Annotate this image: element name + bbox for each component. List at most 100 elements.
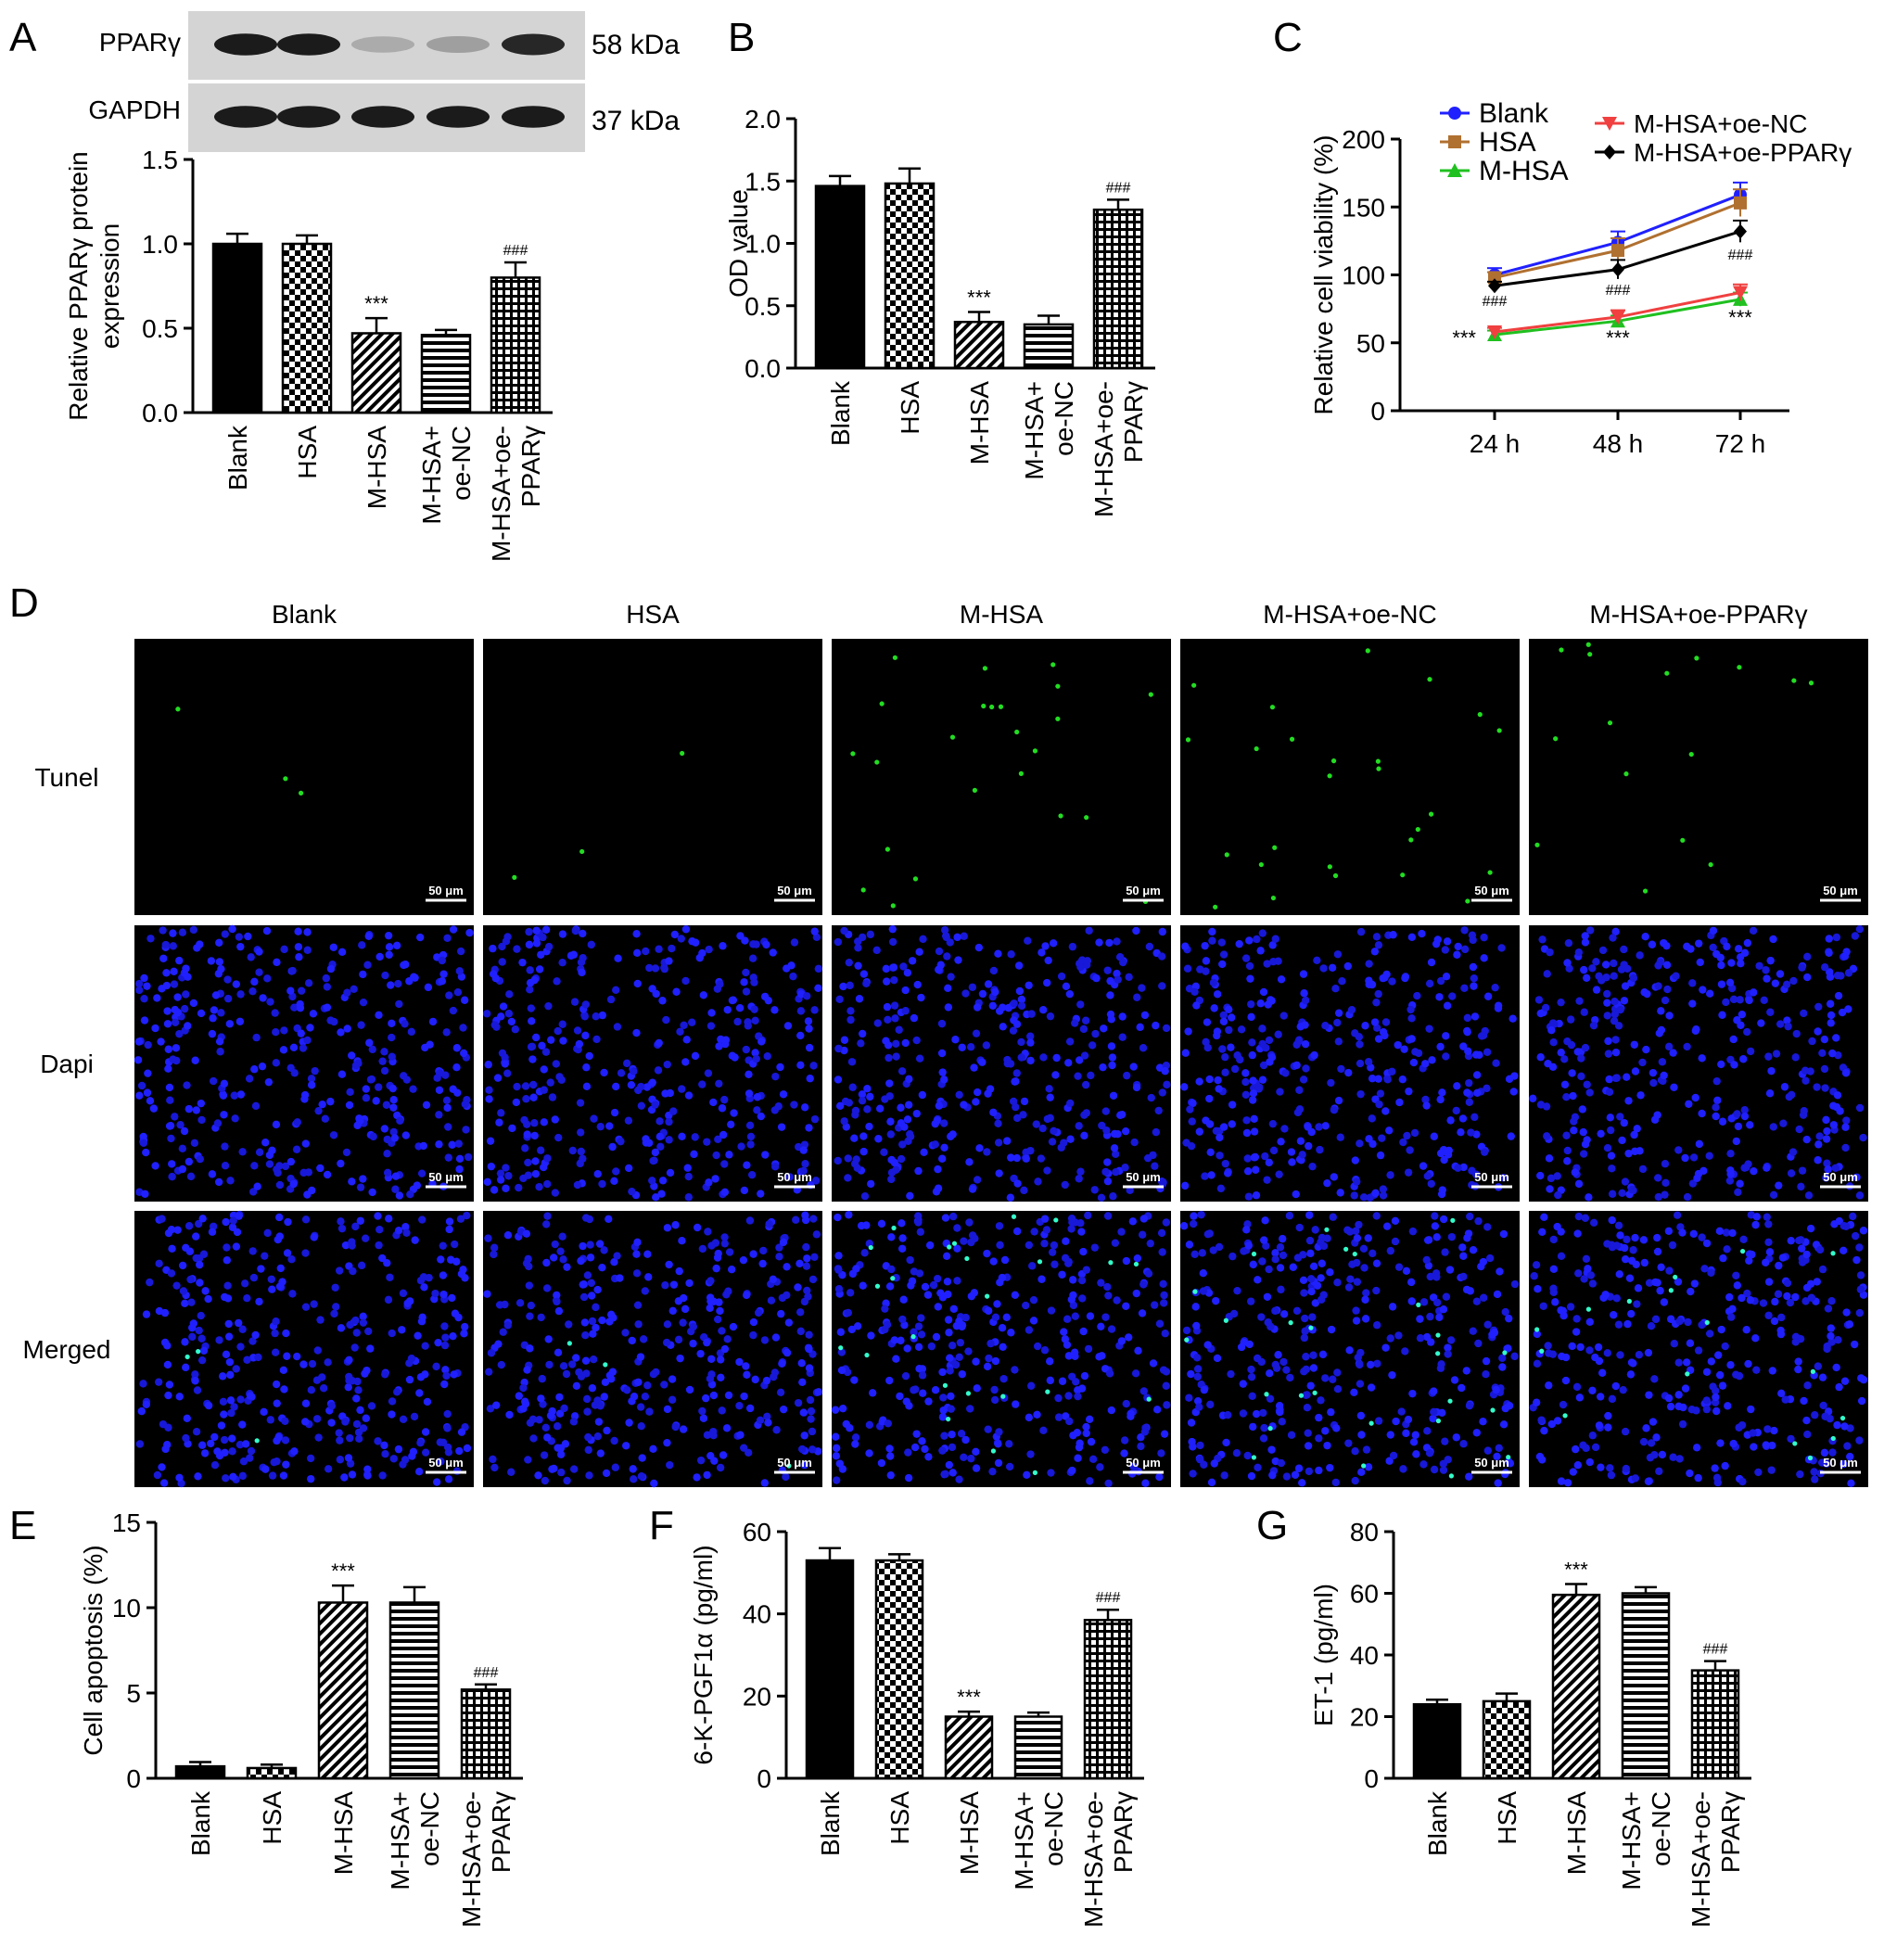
dapi-nucleus	[800, 1432, 808, 1440]
dapi-nucleus	[1088, 1455, 1098, 1464]
dapi-nucleus	[1508, 1014, 1517, 1023]
dapi-nucleus	[722, 1424, 732, 1432]
dapi-nucleus	[1097, 1193, 1106, 1203]
dapi-nucleus	[1102, 1126, 1111, 1135]
dapi-nucleus	[301, 1249, 310, 1257]
dapi-nucleus	[1243, 1451, 1252, 1460]
dapi-nucleus	[1469, 1245, 1478, 1254]
dapi-nucleus	[1108, 1061, 1116, 1070]
dapi-nucleus	[1603, 999, 1611, 1007]
dapi-nucleus	[444, 1153, 452, 1162]
dapi-nucleus	[1062, 982, 1071, 991]
dapi-nucleus	[451, 1309, 460, 1317]
dapi-nucleus	[606, 995, 616, 1004]
dapi-nucleus	[899, 1295, 908, 1304]
dapi-nucleus	[1693, 1174, 1701, 1183]
micrograph	[832, 639, 1171, 915]
tunel-positive-cell	[1213, 904, 1218, 910]
dapi-nucleus	[501, 1060, 509, 1068]
dapi-nucleus	[248, 1337, 257, 1345]
dapi-nucleus	[1725, 1292, 1734, 1302]
dapi-nucleus	[1800, 1396, 1808, 1406]
dapi-nucleus	[1029, 1317, 1038, 1325]
dapi-nucleus	[1077, 956, 1087, 964]
dapi-nucleus	[1459, 1252, 1468, 1260]
dapi-nucleus	[1425, 979, 1434, 988]
dapi-nucleus	[238, 1325, 247, 1333]
dapi-nucleus	[808, 1445, 817, 1454]
dapi-nucleus	[1762, 966, 1770, 974]
dapi-nucleus	[1457, 1127, 1465, 1137]
dapi-nucleus	[716, 1355, 725, 1364]
dapi-nucleus	[275, 1180, 285, 1190]
dapi-nucleus	[579, 1241, 587, 1251]
dapi-nucleus	[717, 1035, 725, 1044]
dapi-nucleus	[1606, 1114, 1615, 1122]
dapi-nucleus	[1743, 1289, 1751, 1298]
dapi-nucleus	[1117, 1228, 1126, 1236]
tunel-positive-cell	[1251, 1251, 1257, 1257]
dapi-nucleus	[378, 1057, 387, 1065]
dapi-nucleus	[656, 1142, 665, 1152]
bar	[1013, 1715, 1063, 1780]
dapi-nucleus	[513, 945, 521, 953]
dapi-nucleus	[1087, 1437, 1096, 1446]
dapi-nucleus	[439, 1271, 448, 1279]
dapi-nucleus	[391, 1185, 400, 1193]
dapi-nucleus	[1061, 1180, 1069, 1190]
dapi-nucleus	[140, 1016, 149, 1025]
dapi-nucleus	[1149, 1151, 1157, 1160]
dapi-nucleus	[1317, 1238, 1325, 1246]
dapi-nucleus	[948, 1341, 957, 1350]
dapi-nucleus	[1653, 1111, 1661, 1119]
dapi-nucleus	[688, 1018, 696, 1026]
dapi-nucleus	[504, 1010, 514, 1018]
dapi-nucleus	[1826, 968, 1834, 976]
dapi-nucleus	[1333, 1279, 1342, 1287]
dapi-nucleus	[337, 1324, 346, 1332]
dapi-nucleus	[581, 1356, 591, 1365]
dapi-nucleus	[593, 1285, 602, 1294]
dapi-nucleus	[906, 1191, 914, 1200]
dapi-nucleus	[1575, 1394, 1585, 1402]
dapi-nucleus	[1248, 1392, 1256, 1400]
dapi-nucleus	[1745, 996, 1753, 1005]
dapi-nucleus	[859, 1132, 868, 1140]
dapi-nucleus	[1038, 1124, 1047, 1133]
dapi-nucleus	[1207, 1171, 1216, 1179]
dapi-nucleus	[972, 1464, 981, 1472]
dapi-nucleus	[1764, 1220, 1773, 1228]
dapi-nucleus	[1723, 942, 1731, 951]
dapi-nucleus	[402, 1228, 411, 1237]
dapi-nucleus	[1424, 1236, 1433, 1244]
dapi-nucleus	[802, 1242, 810, 1252]
dapi-nucleus	[1386, 1334, 1394, 1343]
dapi-nucleus	[272, 1317, 280, 1326]
dapi-nucleus	[1844, 969, 1853, 977]
dapi-nucleus	[972, 1357, 980, 1366]
dapi-nucleus	[1397, 1407, 1406, 1416]
dapi-nucleus	[180, 969, 189, 977]
dapi-nucleus	[1542, 1102, 1551, 1111]
dapi-nucleus	[983, 1362, 992, 1371]
dapi-nucleus	[1101, 1365, 1110, 1373]
dapi-nucleus	[168, 1172, 176, 1181]
dapi-nucleus	[1608, 1190, 1617, 1198]
scale-bar-label: 50 μm	[777, 1170, 812, 1184]
dapi-nucleus	[246, 1392, 255, 1400]
dapi-nucleus	[1459, 1163, 1468, 1172]
dapi-nucleus	[1356, 1089, 1365, 1099]
panel-label-d: D	[9, 580, 39, 626]
dapi-nucleus	[727, 1266, 736, 1274]
dapi-nucleus	[1399, 1138, 1407, 1147]
dapi-nucleus	[1766, 1008, 1775, 1016]
dapi-nucleus	[1103, 966, 1112, 974]
dapi-nucleus	[1582, 1254, 1591, 1263]
dapi-nucleus	[1374, 1417, 1383, 1425]
dapi-nucleus	[579, 1154, 587, 1163]
dapi-nucleus	[1037, 1154, 1046, 1163]
dapi-nucleus	[674, 1335, 683, 1344]
tunel-positive-cell	[965, 1391, 972, 1396]
